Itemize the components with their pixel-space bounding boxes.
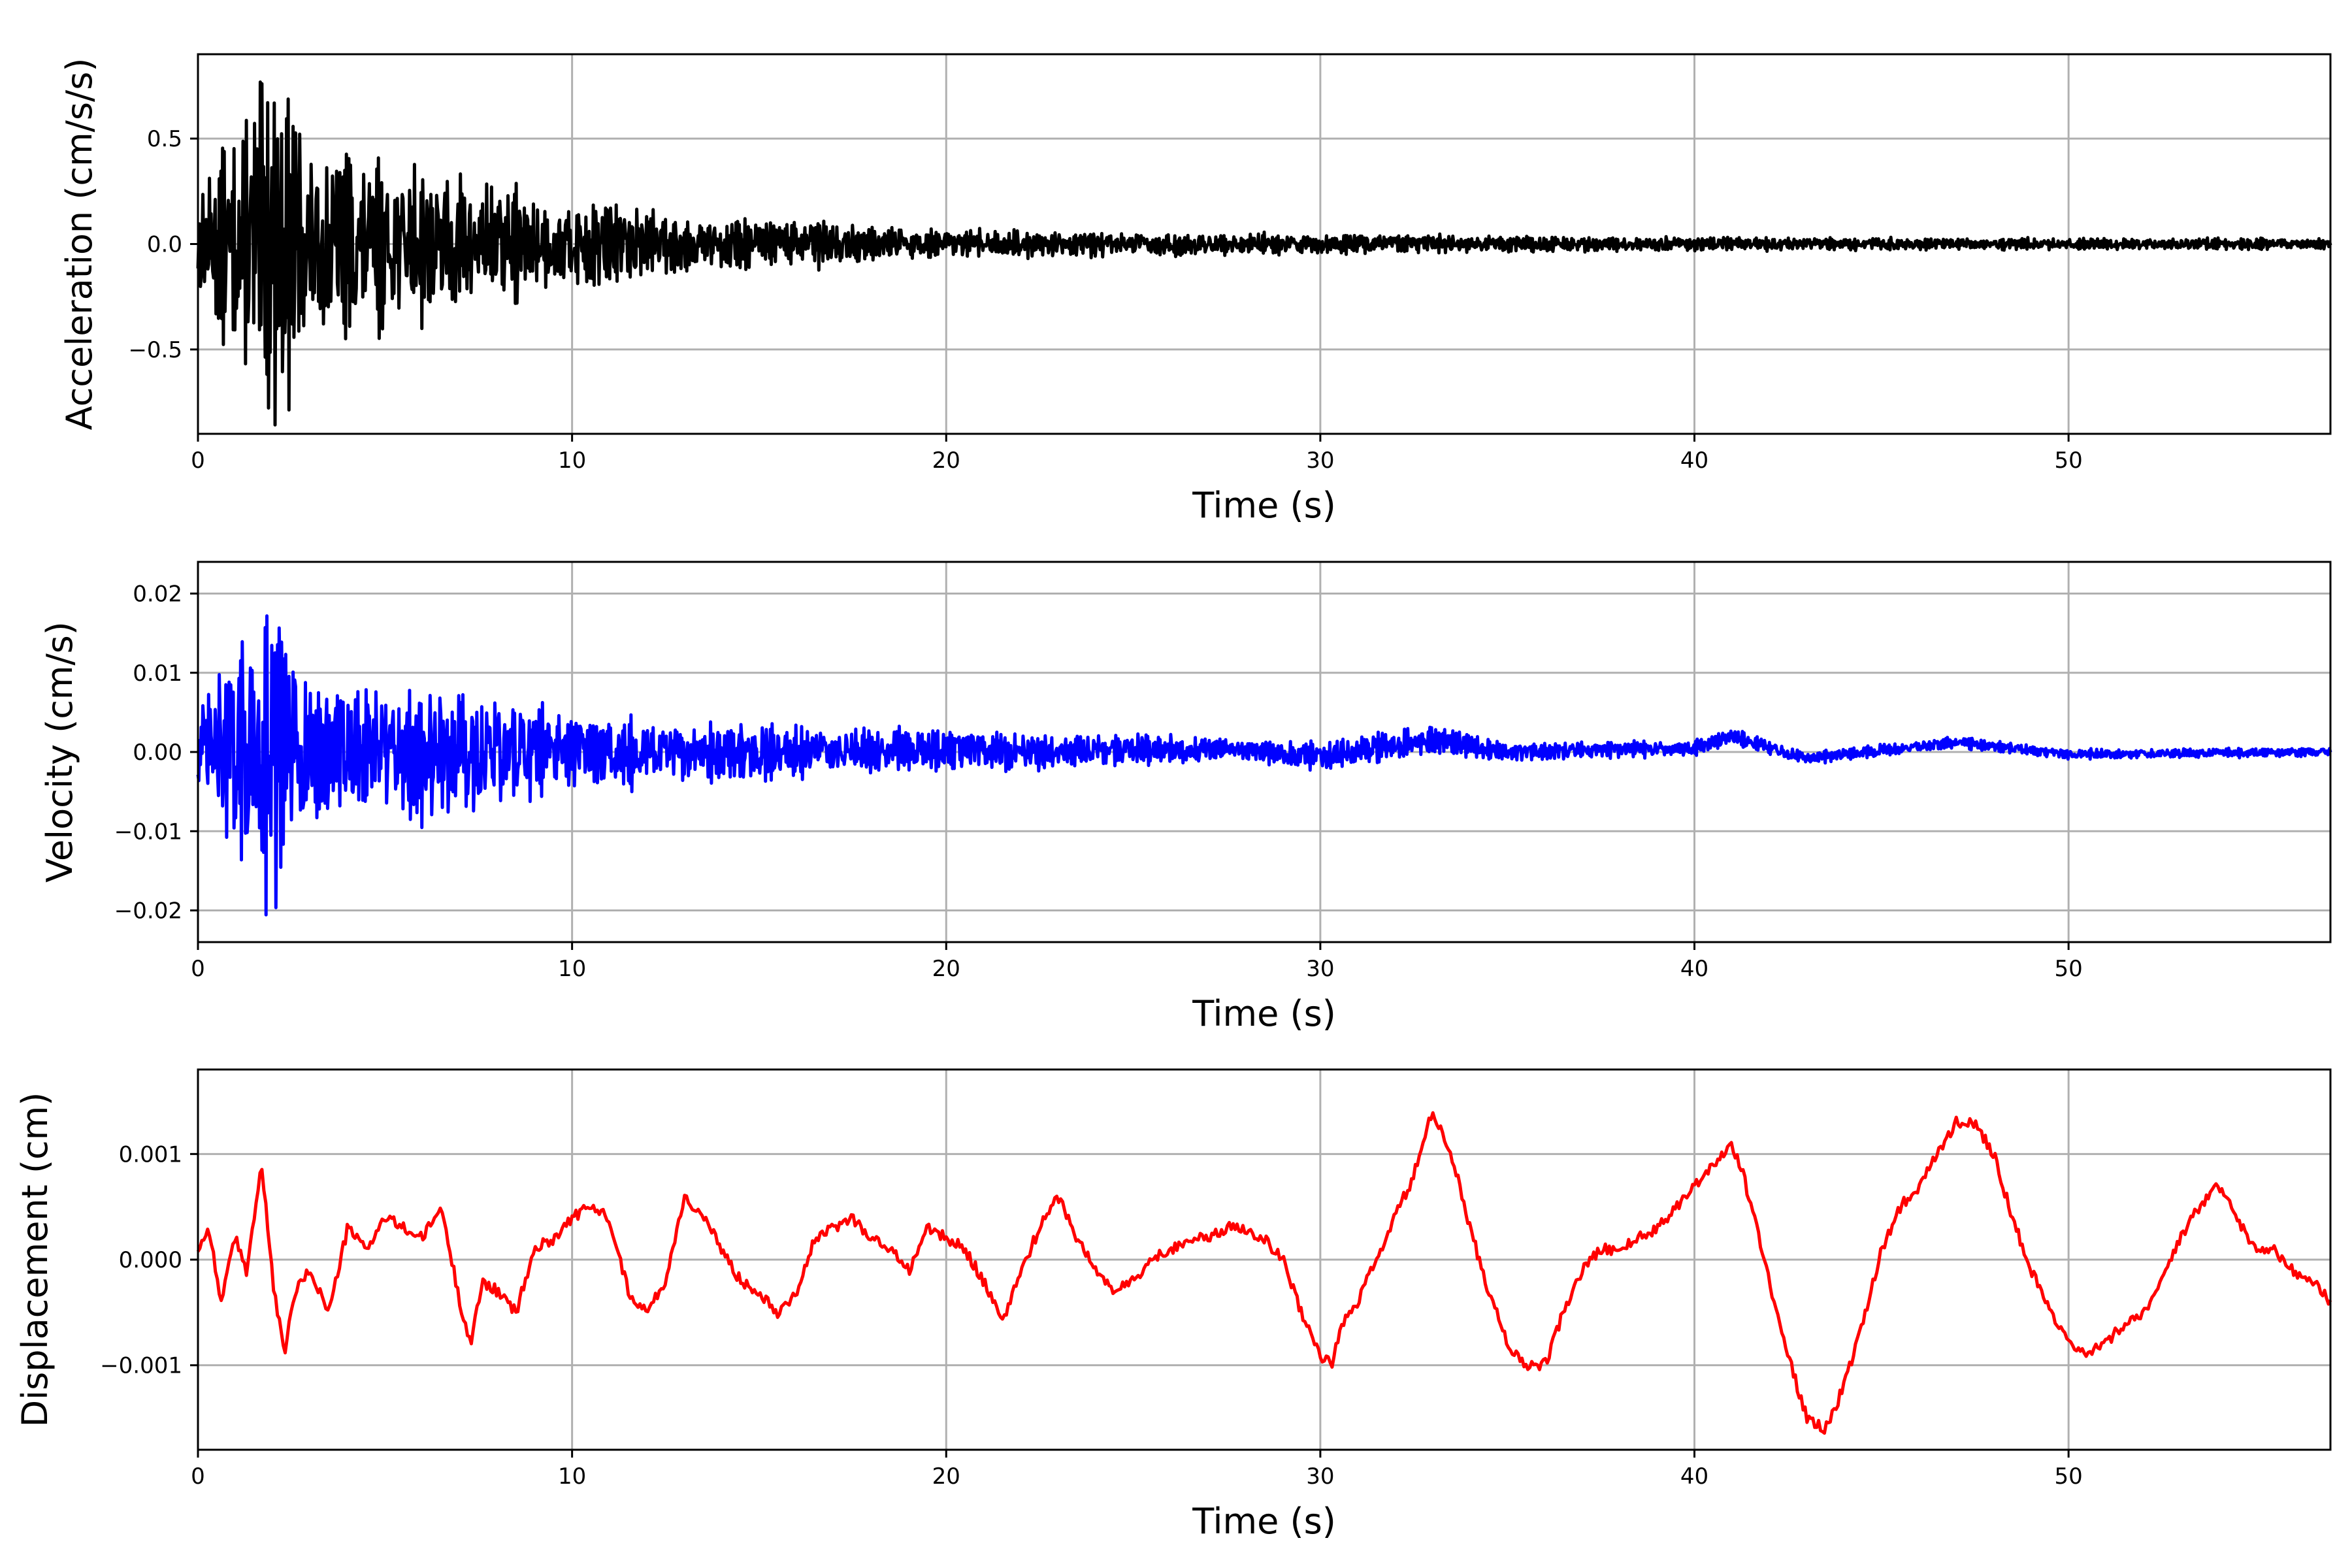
chart-panel-0: 0 10 20 30 40 50 −0.5 0.0 0.5 Time (s) Acceleratio… [59, 53, 2332, 526]
x-tick-label: 20 [932, 956, 960, 982]
x-axis-label: Time (s) [1192, 485, 1336, 526]
x-tick-label: 40 [1680, 448, 1708, 474]
x-tick-label: 30 [1306, 1463, 1334, 1490]
x-tick-label: 30 [1306, 956, 1334, 982]
x-tick-label: 50 [2055, 1463, 2083, 1490]
y-axis-label: Acceleration (cm/s/s) [59, 58, 100, 431]
x-tick-label: 10 [558, 1463, 586, 1490]
x-axis-label: Time (s) [1192, 1501, 1336, 1542]
y-tick-label: 0.001 [119, 1141, 182, 1168]
y-tick-label: −0.02 [114, 898, 182, 924]
x-axis-label: Time (s) [1192, 993, 1336, 1034]
y-tick-label: 0.000 [119, 1247, 182, 1273]
series-line-0 [196, 80, 2332, 427]
y-axis-label: Displacement (cm) [14, 1092, 56, 1428]
y-tick-label: −0.001 [100, 1353, 182, 1379]
chart-panel-2: 0 10 20 30 40 50 −0.001 0.000 0.001 Time (s) Displ… [14, 1068, 2332, 1542]
y-tick-label: 0.0 [147, 232, 182, 258]
x-tick-label: 50 [2055, 956, 2083, 982]
y-tick-label: 0.5 [147, 126, 182, 152]
x-tick-label: 50 [2055, 448, 2083, 474]
chart-panel-1: 0 10 20 30 40 50 −0.02 −0.01 0.00 0.01 0.02 Time (s… [39, 561, 2332, 1034]
series-line-1 [196, 614, 2332, 917]
x-tick-label: 0 [191, 956, 205, 982]
series-line-2 [196, 1111, 2332, 1435]
y-axis-label: Velocity (cm/s) [39, 621, 80, 883]
x-tick-label: 20 [932, 448, 960, 474]
y-tick-label: −0.5 [128, 337, 182, 363]
y-tick-label: 0.01 [133, 661, 182, 687]
x-tick-label: 30 [1306, 448, 1334, 474]
x-tick-label: 0 [191, 1463, 205, 1490]
x-tick-label: 20 [932, 1463, 960, 1490]
x-tick-label: 40 [1680, 956, 1708, 982]
x-tick-label: 40 [1680, 1463, 1708, 1490]
x-tick-label: 10 [558, 448, 586, 474]
x-tick-label: 0 [191, 448, 205, 474]
y-tick-label: 0.02 [133, 581, 182, 608]
y-tick-label: 0.00 [133, 740, 182, 766]
x-tick-label: 10 [558, 956, 586, 982]
y-tick-label: −0.01 [114, 819, 182, 845]
